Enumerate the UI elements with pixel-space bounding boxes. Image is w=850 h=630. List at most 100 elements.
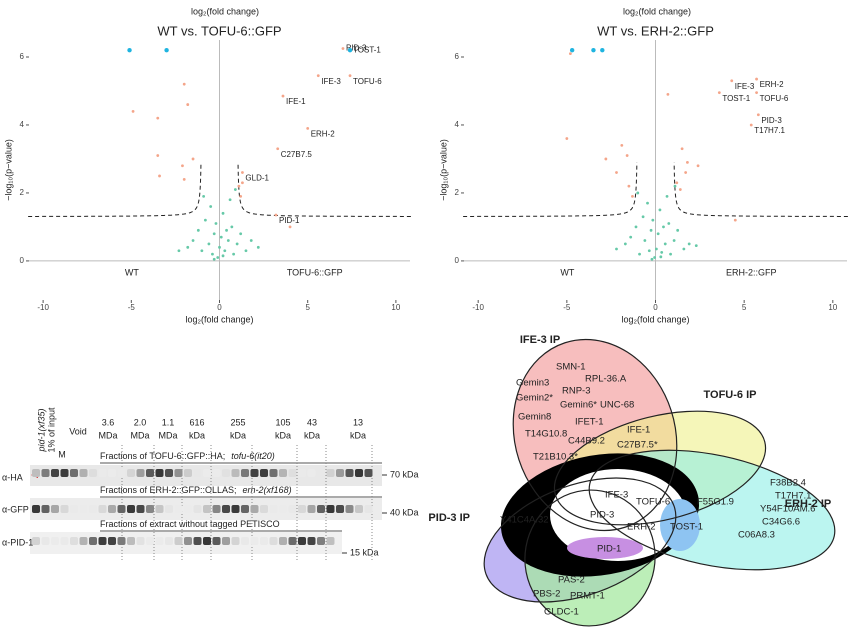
band (127, 469, 135, 477)
y-axis-label: −log₁₀(p−value) (3, 139, 13, 201)
y-tick-label: 0 (20, 256, 25, 265)
point-label: ERH-2 (311, 129, 336, 138)
data-point (687, 242, 691, 246)
x-tick-label: -5 (128, 303, 136, 312)
data-point (241, 181, 244, 185)
data-point (186, 245, 190, 249)
data-point (216, 256, 220, 259)
venn-item: TOFU-6 (636, 497, 670, 508)
band (317, 505, 325, 513)
band (193, 505, 202, 513)
data-point (212, 257, 216, 261)
caption-genotype: tofu-6(it20) (231, 451, 275, 461)
band (260, 505, 268, 513)
lane-label: 1% of input (46, 407, 56, 453)
blot-caption: Fractions of extract without tagged PETI… (100, 519, 280, 529)
data-point (223, 249, 227, 253)
data-point (660, 251, 664, 254)
data-point (244, 249, 248, 253)
band (89, 537, 97, 545)
data-point (756, 113, 760, 117)
band (117, 469, 126, 477)
data-point (221, 211, 225, 215)
y-tick-label: 2 (455, 188, 460, 197)
venn-item: Y41C4A.32 (500, 515, 549, 526)
venn-item: SMN-1 (556, 362, 586, 373)
antibody-label: α-HA (2, 472, 23, 482)
data-point (182, 177, 186, 181)
venn-item: F55G1.9 (697, 497, 734, 508)
data-point (218, 245, 221, 249)
band (155, 505, 164, 513)
band (70, 469, 78, 477)
point-label: ERH-2 (760, 80, 785, 89)
venn-item: C34G6.6 (762, 517, 800, 528)
venn-outline (483, 477, 677, 603)
data-point (673, 184, 677, 188)
venn-item: Gemin3 (516, 378, 549, 389)
venn-item: UNC-68 (600, 400, 634, 411)
data-point (650, 257, 654, 261)
band (222, 505, 230, 513)
data-point (694, 244, 698, 248)
data-point (615, 247, 618, 251)
data-point (625, 154, 629, 157)
data-point (615, 171, 618, 174)
band (279, 469, 287, 477)
data-point (684, 171, 688, 174)
data-point (636, 191, 640, 195)
data-point (306, 126, 310, 130)
data-point (653, 256, 657, 259)
venn-set-label: TOFU-6 IP (704, 389, 757, 401)
data-point (221, 254, 225, 258)
band (345, 505, 354, 513)
band (260, 469, 268, 477)
data-point (341, 47, 345, 50)
band (364, 469, 373, 477)
band (307, 505, 316, 513)
data-point (675, 181, 679, 185)
data-point (241, 171, 244, 174)
venn-item: RNP-3 (562, 386, 591, 397)
band (307, 537, 316, 545)
band (231, 469, 240, 477)
data-point (228, 198, 232, 202)
band (41, 505, 50, 513)
chart-title: WT vs. TOFU-6::GFP (157, 23, 281, 38)
venn-item: T14G10.8 (525, 429, 567, 440)
venn-outline (588, 449, 836, 571)
point-label: TOST-1 (353, 45, 381, 54)
band (146, 505, 154, 513)
data-point (569, 47, 575, 53)
lane-label: pid-1(xf35) (36, 408, 46, 452)
band (174, 537, 183, 545)
band (345, 469, 354, 477)
data-point (249, 239, 253, 242)
band (203, 537, 211, 545)
size-unit: MDa (98, 430, 117, 440)
size-marker: 70 kDa (390, 469, 419, 479)
size-value: 1.1 (162, 417, 175, 427)
data-point (156, 116, 160, 120)
band (184, 469, 192, 477)
caption-genotype: erh-2(xf168) (243, 485, 292, 495)
lane-label: M (58, 449, 66, 459)
data-point (256, 245, 260, 249)
point-label: C27B7.5 (281, 150, 313, 159)
data-point (182, 82, 186, 86)
top-x-label: log₂(fold change) (623, 6, 691, 16)
band (60, 505, 69, 513)
size-value: 43 (307, 417, 317, 427)
band (32, 469, 40, 477)
data-point (212, 232, 216, 236)
data-point (669, 252, 672, 256)
data-point (202, 194, 206, 198)
band (193, 469, 202, 477)
size-value: 616 (189, 417, 204, 427)
band (117, 505, 126, 513)
venn-item: Gemin8 (518, 412, 551, 423)
band (250, 505, 259, 513)
band (336, 469, 344, 477)
data-point (196, 228, 200, 232)
